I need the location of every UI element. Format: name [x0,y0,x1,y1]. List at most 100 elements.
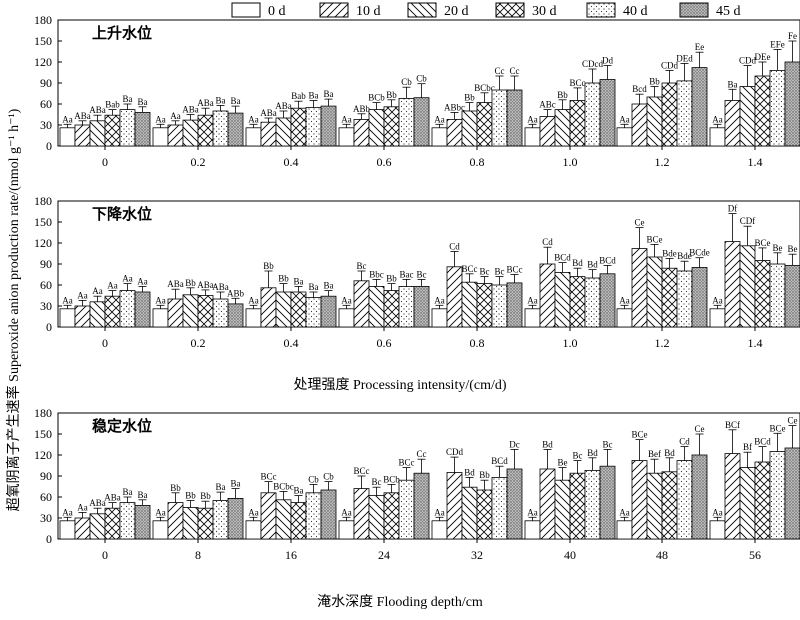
significance-label: BCc [461,264,477,274]
y-tick-label: 90 [40,469,52,483]
significance-label: BCbc [474,83,495,93]
significance-label: ABbc [444,102,465,112]
significance-label: Bc [603,439,613,449]
significance-label: Aa [248,507,259,517]
significance-label: Ba [309,282,319,292]
bar [368,495,385,540]
legend-label: 10 d [356,4,381,19]
significance-label: Aa [62,295,73,305]
bar [275,117,292,147]
x-tick-label: 1.4 [748,155,763,169]
bar [59,520,76,540]
bar [631,103,648,147]
significance-label: Bd [572,258,583,268]
bar [506,282,523,328]
panel-title: 下降水位 [92,205,152,223]
legend-label: 40 d [623,4,648,19]
bar [338,308,355,328]
bar [754,461,771,540]
bar [74,517,91,540]
significance-label: DEd [676,53,693,63]
bar [182,507,199,540]
bar [275,291,292,328]
bar [461,486,478,540]
significance-label: Bab [291,91,306,101]
bar [197,114,214,147]
significance-label: Aa [527,114,538,124]
bar [506,89,523,147]
bar [431,520,448,540]
y-tick-label: 150 [34,34,52,48]
bar [599,465,616,540]
bar [631,248,648,328]
significance-label: Cb [323,472,334,482]
bar [524,308,541,328]
x-tick-label: 0.6 [377,336,392,350]
y-tick-label: 0 [46,532,52,546]
bar [104,295,121,328]
significance-label: BCe [646,234,662,244]
bar [290,502,307,540]
bar [476,489,493,540]
significance-label: Bde [662,248,677,258]
bar [245,308,262,328]
significance-label: Bd [587,260,598,270]
bar [661,267,678,328]
significance-label: Bb [170,483,181,493]
significance-label: Bd [664,448,675,458]
y-tick-label: 180 [34,406,52,420]
legend-swatch [679,2,709,18]
significance-label: BCbc [273,481,294,491]
bar [769,70,786,147]
significance-label: Bac [400,269,414,279]
y-tick-label: 60 [40,278,52,292]
bar [676,80,693,147]
significance-label: Bd [542,439,553,449]
significance-label: Aa [107,281,118,291]
bar [353,119,370,147]
significance-label: BCe [631,430,647,440]
significance-label: ABa [104,493,121,503]
x-tick-label: 0.8 [470,336,485,350]
bar [524,127,541,147]
x-tick-label: 0 [102,155,108,169]
bar [584,277,601,328]
significance-label: ABa [74,111,91,121]
significance-label: ABa [275,101,292,111]
significance-label: Aa [434,507,445,517]
significance-label: CDd [739,56,757,66]
x-tick-label: 24 [378,548,390,562]
bar [631,460,648,540]
bar [616,308,633,328]
significance-label: Bd [464,467,475,477]
x-tick-label: 32 [471,548,483,562]
y-axis-title: 超氧阴离子产生速率 Superoxide anion production ra… [5,108,22,511]
significance-label: Bc [480,267,490,277]
significance-label: Cb [401,77,412,87]
bar [584,469,601,540]
bar [182,119,199,147]
x-tick-label: 0.2 [191,336,206,350]
bar [353,488,370,540]
bar [539,263,556,328]
significance-label: Aa [92,286,103,296]
significance-label: Be [773,243,783,253]
legend-label: 45 d [716,4,741,19]
bar [491,476,508,540]
bar [739,245,756,328]
bar [724,453,741,540]
significance-label: Ba [138,490,148,500]
significance-label: Ba [324,89,334,99]
bar [709,127,726,147]
significance-label: Ba [294,486,304,496]
bar [739,467,756,540]
bar [709,308,726,328]
x-tick-label: 0.2 [191,155,206,169]
significance-label: CDf [740,216,756,226]
significance-label: Ce [695,424,705,434]
significance-label: Ee [695,42,705,52]
significance-label: Aa [712,507,723,517]
bar [446,472,463,540]
significance-label: Bc [573,451,583,461]
